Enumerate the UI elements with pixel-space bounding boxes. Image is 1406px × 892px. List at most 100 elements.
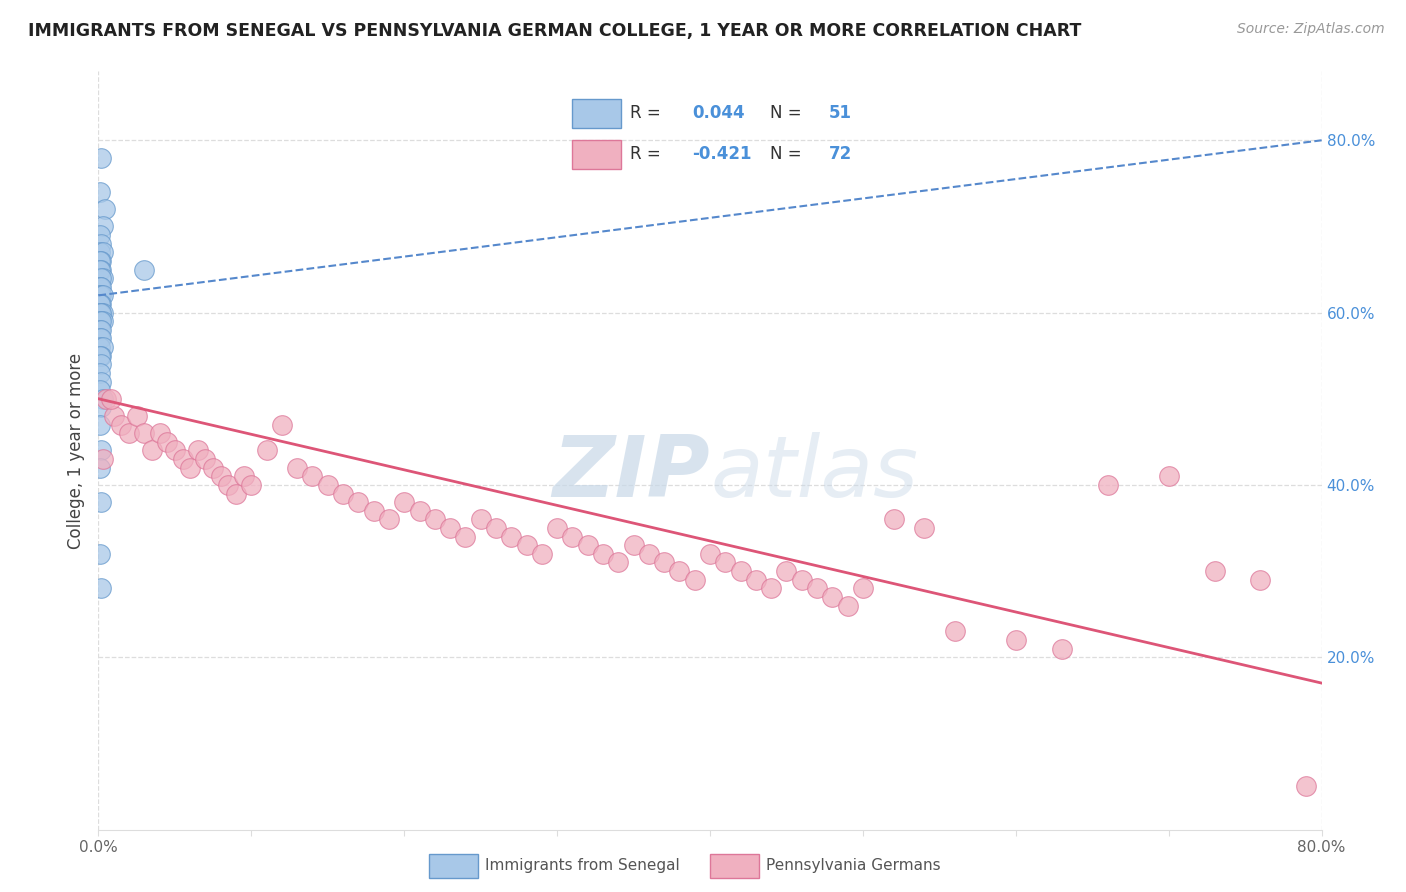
Point bbox=[1204, 564, 1226, 578]
Text: 0.044: 0.044 bbox=[692, 104, 745, 122]
Point bbox=[89, 340, 111, 354]
Point bbox=[623, 538, 645, 552]
Point bbox=[90, 253, 112, 268]
Point bbox=[187, 443, 209, 458]
Point bbox=[163, 443, 186, 458]
Point bbox=[90, 288, 112, 302]
Point bbox=[91, 219, 114, 234]
Point bbox=[89, 331, 111, 345]
Point bbox=[125, 409, 148, 423]
Point bbox=[94, 392, 117, 406]
Point bbox=[530, 547, 553, 561]
Point bbox=[172, 452, 194, 467]
Point bbox=[90, 314, 112, 328]
Text: atlas: atlas bbox=[710, 432, 918, 515]
Point bbox=[90, 151, 112, 165]
Point bbox=[134, 426, 156, 441]
Point bbox=[485, 521, 508, 535]
Point bbox=[516, 538, 538, 552]
FancyBboxPatch shape bbox=[429, 855, 478, 878]
Point bbox=[90, 305, 112, 319]
Point bbox=[714, 556, 737, 570]
Point bbox=[141, 443, 163, 458]
Point bbox=[89, 297, 111, 311]
Point bbox=[89, 547, 111, 561]
Point bbox=[91, 305, 114, 319]
FancyBboxPatch shape bbox=[572, 140, 621, 169]
Text: R =: R = bbox=[630, 104, 661, 122]
Point bbox=[668, 564, 690, 578]
Point bbox=[363, 504, 385, 518]
Point bbox=[90, 357, 112, 371]
Text: 72: 72 bbox=[828, 145, 852, 163]
Point bbox=[454, 530, 477, 544]
Point bbox=[202, 460, 225, 475]
Point bbox=[240, 478, 263, 492]
Point bbox=[91, 452, 114, 467]
Point bbox=[408, 504, 430, 518]
Point bbox=[285, 460, 308, 475]
Point bbox=[149, 426, 172, 441]
Point bbox=[439, 521, 461, 535]
Point bbox=[91, 271, 114, 285]
Point bbox=[156, 434, 179, 449]
Point bbox=[89, 253, 111, 268]
Point bbox=[470, 512, 492, 526]
Point bbox=[90, 305, 112, 319]
Point bbox=[561, 530, 583, 544]
Point bbox=[699, 547, 721, 561]
Point bbox=[90, 401, 112, 415]
Point bbox=[90, 262, 112, 277]
Point bbox=[90, 271, 112, 285]
Point bbox=[110, 417, 132, 432]
Text: IMMIGRANTS FROM SENEGAL VS PENNSYLVANIA GERMAN COLLEGE, 1 YEAR OR MORE CORRELATI: IMMIGRANTS FROM SENEGAL VS PENNSYLVANIA … bbox=[28, 22, 1081, 40]
Point bbox=[89, 228, 111, 243]
Text: Immigrants from Senegal: Immigrants from Senegal bbox=[485, 858, 681, 872]
Point bbox=[332, 486, 354, 500]
Point bbox=[806, 582, 828, 596]
Point bbox=[90, 279, 112, 293]
Point bbox=[423, 512, 446, 526]
Point bbox=[378, 512, 401, 526]
Point bbox=[118, 426, 141, 441]
Point bbox=[821, 590, 844, 604]
Point bbox=[592, 547, 614, 561]
Point bbox=[301, 469, 323, 483]
Point bbox=[89, 366, 111, 380]
Point bbox=[270, 417, 292, 432]
Point bbox=[1097, 478, 1119, 492]
Point bbox=[852, 582, 875, 596]
FancyBboxPatch shape bbox=[710, 855, 759, 878]
Point bbox=[103, 409, 125, 423]
Point bbox=[89, 460, 111, 475]
Point bbox=[652, 556, 675, 570]
Point bbox=[91, 392, 114, 406]
Point bbox=[90, 323, 112, 337]
Text: Source: ZipAtlas.com: Source: ZipAtlas.com bbox=[1237, 22, 1385, 37]
Point bbox=[943, 624, 966, 639]
Point bbox=[90, 297, 112, 311]
Point bbox=[90, 495, 112, 509]
Point bbox=[1050, 641, 1073, 656]
Point bbox=[225, 486, 247, 500]
Point bbox=[89, 323, 111, 337]
Point bbox=[501, 530, 523, 544]
Point bbox=[912, 521, 935, 535]
Point bbox=[1157, 469, 1180, 483]
Point bbox=[89, 383, 111, 397]
Point bbox=[89, 349, 111, 363]
Point bbox=[89, 314, 111, 328]
Point bbox=[1004, 633, 1026, 648]
Point bbox=[90, 582, 112, 596]
Point bbox=[745, 573, 768, 587]
Point bbox=[89, 297, 111, 311]
Point bbox=[89, 305, 111, 319]
Text: N =: N = bbox=[769, 145, 801, 163]
Point bbox=[89, 262, 111, 277]
Point bbox=[1295, 780, 1317, 794]
Point bbox=[91, 245, 114, 260]
Point bbox=[637, 547, 661, 561]
Point bbox=[89, 279, 111, 293]
Point bbox=[89, 279, 111, 293]
Point bbox=[209, 469, 232, 483]
